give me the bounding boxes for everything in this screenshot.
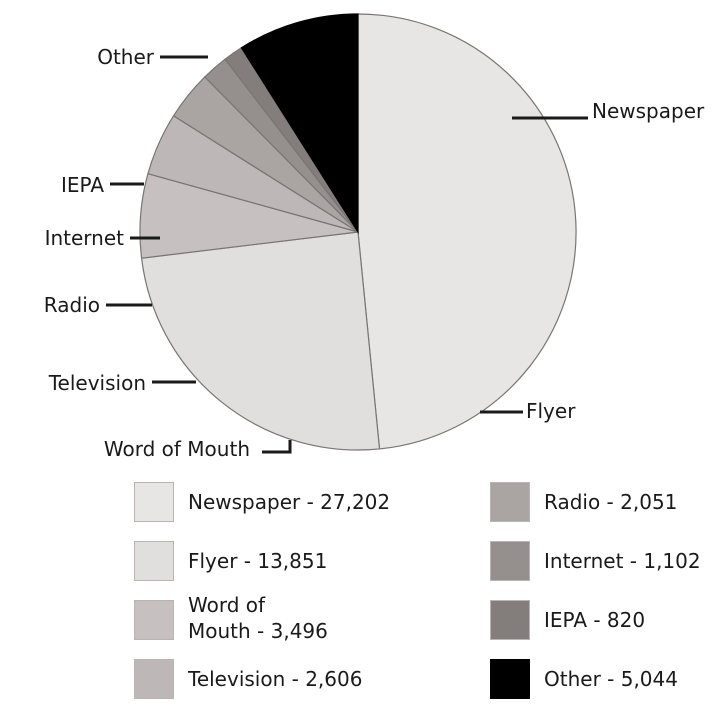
slice-label-word-of-mouth: Word of Mouth <box>104 437 250 461</box>
legend-label-word-of-mouth: Word of Mouth - 3,496 <box>188 592 368 644</box>
slice-label-internet: Internet <box>45 226 125 250</box>
slice-label-radio: Radio <box>44 293 100 317</box>
legend-swatch-other <box>490 659 530 699</box>
legend-label-radio: Radio - 2,051 <box>544 490 678 514</box>
pie-slice-flyer <box>140 231 381 451</box>
legend-label-television: Television - 2,606 <box>188 667 363 691</box>
pie-chart: Newspaper Flyer Word of Mouth Television Rad… <box>44 13 705 461</box>
slice-label-newspaper: Newspaper <box>592 99 705 123</box>
legend-label-iepa: IEPA - 820 <box>544 608 646 632</box>
legend-swatch-newspaper <box>134 482 174 522</box>
legend-label-line: Word of <box>188 593 266 617</box>
legend-swatch-word-of-mouth <box>134 600 174 640</box>
legend-label-newspaper: Newspaper - 27,202 <box>188 490 391 514</box>
legend-swatch-radio <box>490 482 530 522</box>
slice-label-flyer: Flyer <box>526 399 576 423</box>
legend-swatch-television <box>134 659 174 699</box>
legend-label-other: Other - 5,044 <box>544 667 678 691</box>
pie-slice-other <box>240 13 359 235</box>
legend-label-line: Mouth - 3,496 <box>188 619 328 643</box>
pie-slice-newspaper <box>357 13 577 450</box>
slice-label-iepa: IEPA <box>61 173 104 197</box>
legend-swatch-iepa <box>490 600 530 640</box>
legend-swatch-flyer <box>134 541 174 581</box>
legend-label-flyer: Flyer - 13,851 <box>188 549 328 573</box>
leader-line-word-of-mouth <box>262 440 292 454</box>
legend-label-internet: Internet - 1,102 <box>544 549 701 573</box>
legend-swatch-internet <box>490 541 530 581</box>
slice-label-other: Other <box>97 45 155 69</box>
slice-label-television: Television <box>48 371 146 395</box>
